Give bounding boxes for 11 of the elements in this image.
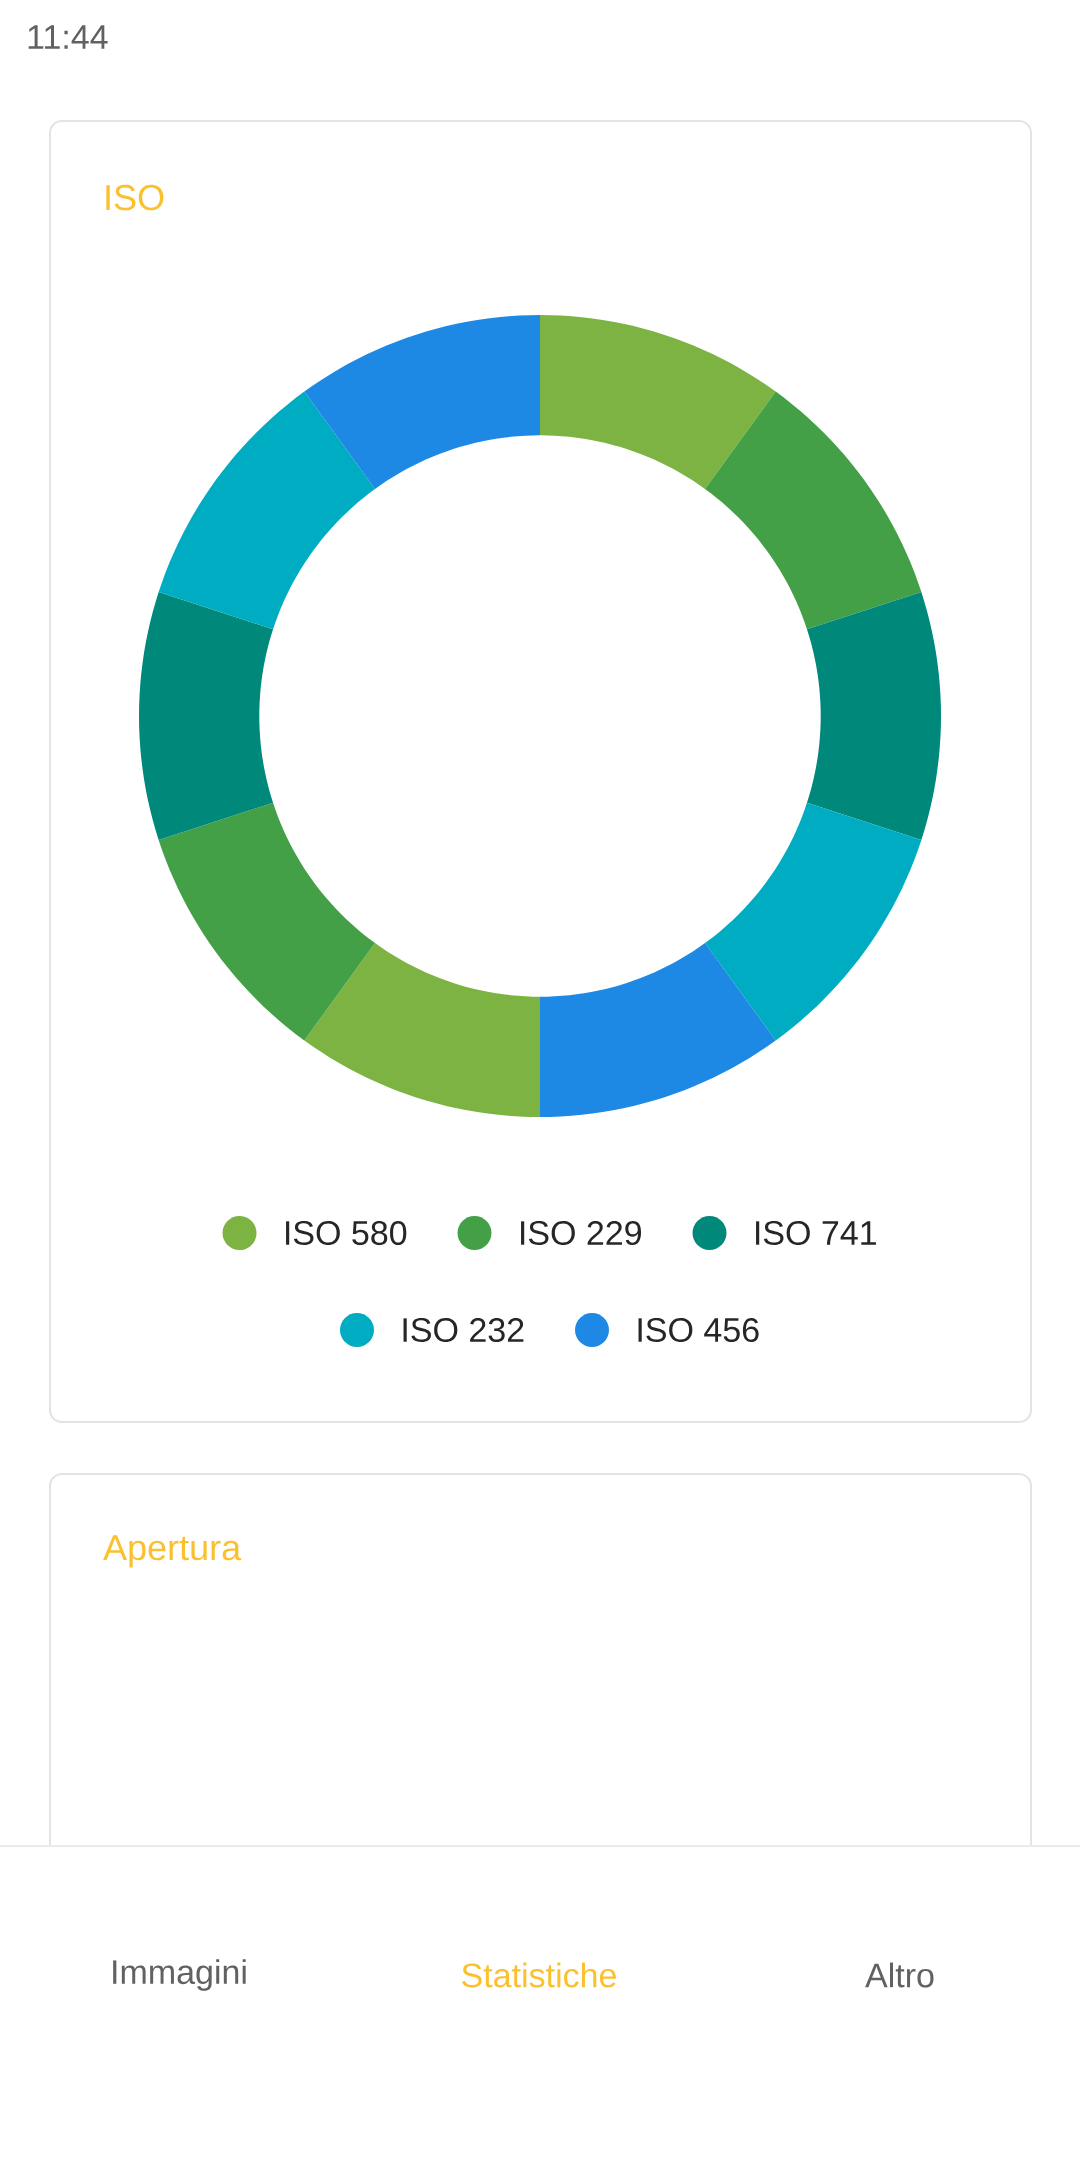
text: Altro [865,1962,934,1988]
chart-title: ISO [106,184,164,211]
legend-label: ISO 580 [286,1220,407,1246]
legend-label: ISO 456 [638,1317,759,1343]
text: Immagini [113,1959,246,1991]
text: Apertura [103,1535,242,1568]
text: 11:44 [28,25,108,49]
text: Statistiche [462,1962,616,1988]
legend-label: ISO 232 [403,1317,524,1343]
legend-label: ISO 229 [521,1220,642,1246]
legend-label: ISO 741 [756,1220,876,1246]
